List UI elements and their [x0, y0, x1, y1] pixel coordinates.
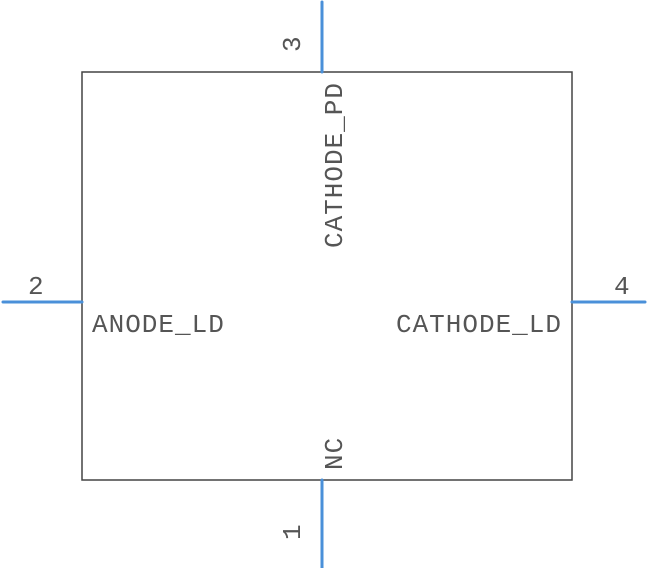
- schematic-diagram: 2 ANODE_LD 4 CATHODE_LD 3 CATHODE_PD 1 N…: [0, 0, 648, 568]
- pin-1-number: 1: [278, 524, 308, 540]
- pin-3-number: 3: [278, 36, 308, 52]
- pin-2-number: 2: [28, 272, 44, 302]
- pin-4-label: CATHODE_LD: [396, 310, 562, 340]
- pin-4-number: 4: [614, 272, 630, 302]
- pin-3-label: CATHODE_PD: [320, 82, 350, 248]
- pin-2-label: ANODE_LD: [92, 310, 225, 340]
- pin-1-label: NC: [320, 437, 350, 470]
